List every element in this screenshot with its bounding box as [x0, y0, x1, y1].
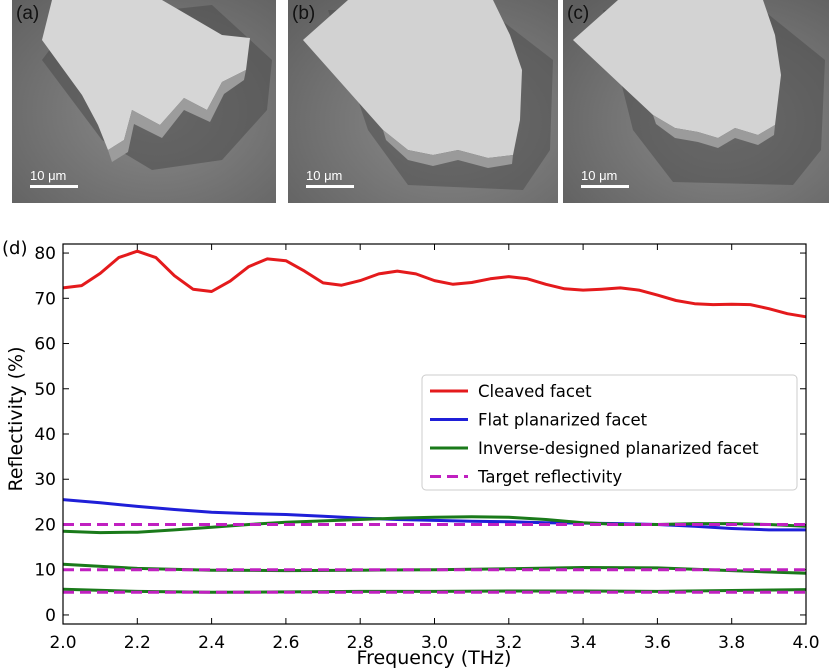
scale-bar-label-c: 10 μm	[581, 168, 618, 183]
legend-box	[421, 374, 798, 491]
scale-bar-label-b: 10 μm	[306, 168, 343, 183]
scale-bar-line-b	[306, 185, 354, 188]
y-axis-label: Reflectivity (%)	[5, 346, 27, 491]
panel-label-a: (a)	[16, 3, 40, 24]
x-tick-label: 3.2	[495, 633, 522, 653]
y-tick-label: 0	[45, 606, 56, 626]
x-tick-label: 3.6	[644, 633, 671, 653]
sem-image-c	[563, 0, 829, 203]
panel-label-d: (d)	[2, 238, 27, 259]
x-tick-label: 2.2	[124, 633, 151, 653]
sem-panel-c: (c) 10 μm	[563, 0, 829, 203]
x-tick-label: 3.4	[570, 633, 597, 653]
legend-label-0: Cleaved facet	[478, 382, 592, 401]
y-tick-label: 50	[34, 380, 56, 400]
scale-bar-b: 10 μm	[306, 168, 354, 188]
sem-panel-b: (b) 10 μm	[288, 0, 558, 203]
y-tick-label: 40	[34, 425, 56, 445]
sem-image-b	[288, 0, 558, 203]
scale-bar-label-a: 10 μm	[30, 168, 67, 183]
legend-label-3: Target reflectivity	[477, 468, 622, 487]
scale-bar-a: 10 μm	[30, 168, 78, 188]
scale-bar-c: 10 μm	[581, 168, 629, 188]
x-tick-label: 3.8	[718, 633, 745, 653]
sem-panel-a: (a) 10 μm	[12, 0, 276, 203]
plot-frame	[62, 243, 807, 625]
x-tick-label: 2.0	[49, 633, 76, 653]
sem-image-a	[12, 0, 276, 203]
y-tick-label: 30	[34, 470, 56, 490]
y-tick-label: 60	[34, 335, 56, 355]
plot-area: 2.0 2.2 2.4 2.6 2.8 3.0 3.2 3.4 3.6 3.8 4.0 0 10 20 30…	[34, 243, 820, 653]
reflectivity-chart: (d) 2.0 2.2 2.4 2.6 2.8 3.0 3.2 3.4 3.6 3.8 4.0 0 10…	[2, 238, 820, 669]
y-tick-label: 10	[34, 561, 56, 581]
x-tick-label: 2.8	[347, 633, 374, 653]
x-tick-label: 2.4	[198, 633, 225, 653]
panel-label-b: (b)	[292, 3, 316, 24]
y-tick-label: 80	[34, 244, 56, 264]
x-tick-label: 2.6	[272, 633, 299, 653]
x-tick-label: 3.0	[421, 633, 448, 653]
x-tick-label: 4.0	[792, 633, 819, 653]
y-tick-label: 70	[34, 289, 56, 309]
legend-label-2: Inverse-designed planarized facet	[478, 439, 759, 458]
scale-bar-line-c	[581, 185, 629, 188]
panel-label-c: (c)	[567, 3, 590, 24]
x-axis-label: Frequency (THz)	[357, 647, 512, 669]
series-line-0	[62, 249, 807, 319]
y-tick-label: 20	[34, 515, 56, 535]
legend-label-1: Flat planarized facet	[478, 411, 648, 430]
scale-bar-line-a	[30, 185, 78, 188]
